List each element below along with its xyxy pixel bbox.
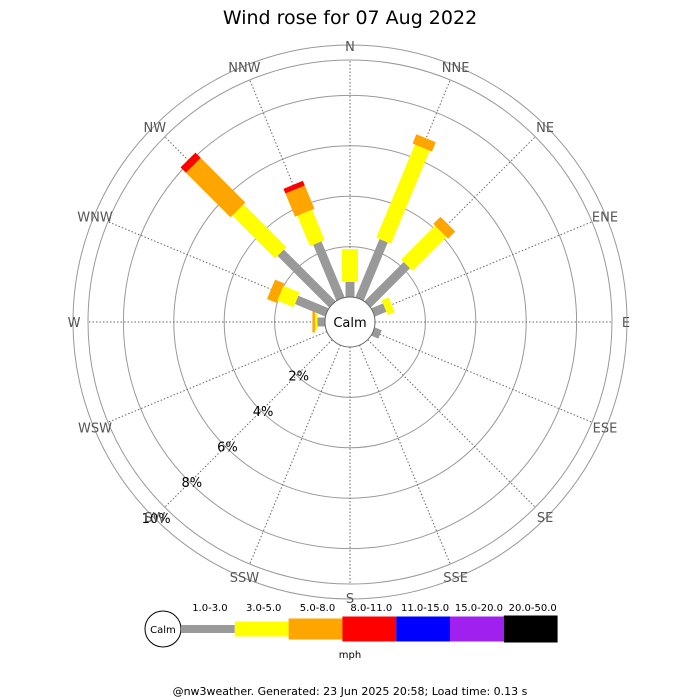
- direction-label-e: E: [622, 316, 630, 331]
- direction-label-sse: SSE: [443, 571, 468, 586]
- ring-10-percent: [72, 44, 628, 600]
- legend-label-4: 8.0-11.0: [350, 603, 392, 614]
- footer-text: @nw3weather. Generated: 23 Jun 2025 20:5…: [173, 685, 528, 698]
- direction-bars: [180, 134, 456, 339]
- bar-nnw-bin-2: [297, 209, 325, 247]
- bar-nw-bin-4: [180, 152, 201, 173]
- bar-nnw-bin-1: [313, 241, 345, 301]
- direction-label-wnw: WNW: [77, 210, 113, 225]
- legend-label-2: 3.0-5.0: [246, 603, 281, 614]
- direction-label-nw: NW: [144, 121, 167, 136]
- chart-title: Wind rose for 07 Aug 2022: [223, 7, 477, 29]
- direction-label-ssw: SSW: [230, 571, 260, 586]
- direction-label-s: S: [346, 592, 354, 607]
- bar-ne-bin-3: [433, 216, 456, 239]
- direction-label-ese: ESE: [593, 422, 618, 437]
- direction-label-nnw: NNW: [228, 61, 260, 76]
- ring-label-10: 10%: [142, 512, 171, 527]
- bar-ne-bin-2: [401, 225, 447, 271]
- direction-label-nne: NNE: [442, 61, 470, 76]
- legend-swatch-7: [503, 615, 558, 643]
- bar-nne-bin-3: [412, 134, 436, 152]
- bar-nne-bin-1: [355, 238, 388, 301]
- direction-label-ene: ENE: [592, 210, 618, 225]
- direction-label-w: W: [68, 316, 81, 331]
- calm-circle: Calm: [324, 296, 376, 348]
- calm-circle-shape: [324, 296, 376, 348]
- direction-label-sw: SW: [144, 511, 165, 526]
- ring-labels: 2% 4% 6% 8% 10%: [142, 369, 309, 527]
- bar-nne-bin-2: [376, 144, 430, 244]
- direction-label-ne: NE: [536, 121, 554, 136]
- legend-swatch-3: [288, 618, 343, 640]
- direction-label-wsw: WSW: [78, 422, 112, 437]
- legend-swatch-2: [234, 621, 289, 637]
- legend-label-7: 20.0-50.0: [509, 603, 557, 614]
- bar-ene-bin-2: [381, 297, 395, 316]
- legend-label-5: 11.0-15.0: [401, 603, 449, 614]
- spoke-ene: [372, 221, 593, 313]
- legend-swatch-1: [181, 625, 235, 633]
- legend-label-6: 15.0-20.0: [455, 603, 503, 614]
- spoke-sw: [164, 339, 333, 508]
- polar-grid: [72, 44, 628, 600]
- bar-nnw-bin-4: [283, 180, 305, 194]
- bar-wnw-bin-2: [277, 285, 300, 308]
- bar-ne-bin-1: [364, 261, 411, 308]
- legend-unit: mph: [339, 650, 361, 661]
- legend-calm-label: Calm: [150, 625, 176, 636]
- ring-label-2: 2%: [288, 369, 309, 384]
- outer-ring: [87, 59, 613, 585]
- bar-nw-bin-3: [185, 157, 246, 218]
- legend-label-1: 1.0-3.0: [192, 603, 227, 614]
- calm-label: Calm: [333, 316, 366, 331]
- direction-labels: N NNE NE ENE E ESE SE SSE S SSW SW WSW W WNW NW NNW: [68, 40, 631, 607]
- direction-label-se: SE: [537, 511, 553, 526]
- spoke-se: [367, 339, 536, 508]
- legend-swatch-4: [342, 616, 397, 642]
- ring-label-4: 4%: [253, 405, 274, 420]
- legend-swatch-5: [396, 616, 450, 642]
- bar-nnw-bin-3: [285, 185, 315, 217]
- spoke-ssw: [249, 344, 341, 565]
- ring-8-percent: [122, 94, 578, 550]
- direction-label-n: N: [345, 40, 355, 55]
- ring-label-8: 8%: [181, 476, 202, 491]
- bar-ene-bin-1: [371, 303, 387, 317]
- ring-label-6: 6%: [217, 441, 238, 456]
- legend-label-3: 5.0-8.0: [300, 603, 335, 614]
- spoke-ese: [372, 331, 593, 423]
- bar-wnw-bin-3: [267, 279, 285, 303]
- spoke-wsw: [107, 331, 328, 423]
- spoke-sse: [359, 344, 451, 565]
- bar-ese-bin-1: [371, 327, 382, 339]
- legend-swatch-6: [450, 616, 504, 642]
- bar-nw-bin-1: [277, 249, 336, 308]
- bar-wnw-bin-1: [294, 295, 329, 317]
- ring-4-percent: [223, 195, 477, 449]
- bar-nw-bin-2: [232, 204, 287, 259]
- speed-legend: Calm 1.0-3.0 3.0-5.0 5.0-8.0 8.0-11.0 11.0-15…: [144, 603, 558, 661]
